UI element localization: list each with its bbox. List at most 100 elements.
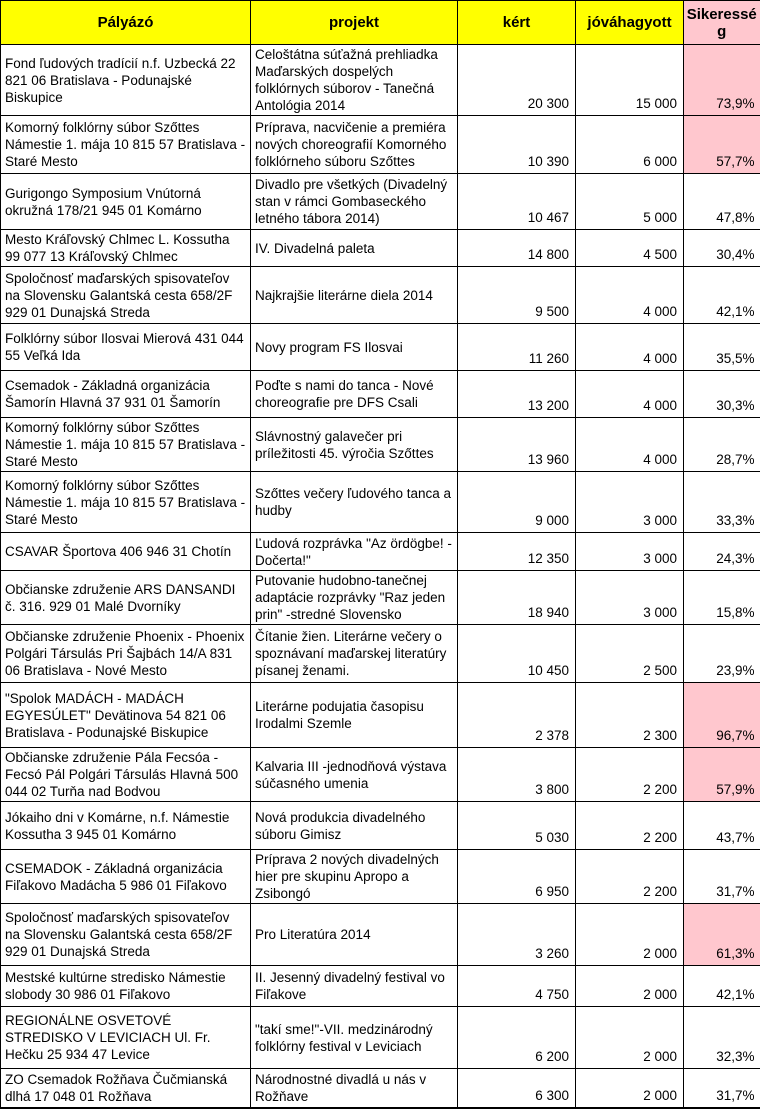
cell-jovahagyott[interactable]: 4 000: [576, 324, 684, 371]
cell-projekt[interactable]: Poďte s nami do tanca - Nové choreografi…: [251, 371, 458, 418]
col-header-jovahagyott[interactable]: jóváhagyott: [576, 1, 684, 45]
cell-jovahagyott[interactable]: 2 200: [576, 748, 684, 802]
cell-jovahagyott[interactable]: 3 000: [576, 472, 684, 533]
cell-jovahagyott[interactable]: 2 000: [576, 1069, 684, 1108]
cell-jovahagyott[interactable]: 5 000: [576, 174, 684, 230]
cell-kert[interactable]: 12 350: [458, 533, 576, 571]
cell-sikeresseg[interactable]: 42,1%: [684, 966, 760, 1007]
cell-palyazo[interactable]: Spoločnosť maďarských spisovateľov na Sl…: [1, 904, 251, 966]
cell-sikeresseg[interactable]: 30,4%: [684, 230, 760, 267]
cell-sikeresseg[interactable]: 61,3%: [684, 904, 760, 966]
cell-palyazo[interactable]: Spoločnosť maďarských spisovateľov na Sl…: [1, 267, 251, 324]
cell-sikeresseg[interactable]: 47,8%: [684, 174, 760, 230]
cell-sikeresseg[interactable]: 15,8%: [684, 571, 760, 625]
cell-projekt[interactable]: Pro Literatúra 2014: [251, 904, 458, 966]
cell-kert[interactable]: 18 940: [458, 571, 576, 625]
cell-kert[interactable]: 6 300: [458, 1069, 576, 1108]
cell-palyazo[interactable]: "Spolok MADÁCH - MADÁCH EGYESÚLET" Devät…: [1, 683, 251, 748]
cell-projekt[interactable]: Putovanie hudobno-tanečnej adaptácie roz…: [251, 571, 458, 625]
col-header-kert[interactable]: kért: [458, 1, 576, 45]
cell-sikeresseg[interactable]: 23,9%: [684, 625, 760, 683]
cell-projekt[interactable]: Nová produkcia divadelného súboru Gimisz: [251, 802, 458, 850]
cell-palyazo[interactable]: Gurigongo Symposium Vnútorná okružná 178…: [1, 174, 251, 230]
cell-jovahagyott[interactable]: 3 000: [576, 533, 684, 571]
cell-sikeresseg[interactable]: 42,1%: [684, 267, 760, 324]
cell-jovahagyott[interactable]: 2 000: [576, 966, 684, 1007]
cell-jovahagyott[interactable]: 2 200: [576, 850, 684, 904]
cell-kert[interactable]: 10 390: [458, 116, 576, 174]
cell-sikeresseg[interactable]: 35,5%: [684, 324, 760, 371]
cell-sikeresseg[interactable]: 30,3%: [684, 371, 760, 418]
cell-projekt[interactable]: Národnostné divadlá u nás v Rožňave: [251, 1069, 458, 1108]
cell-kert[interactable]: 2 378: [458, 683, 576, 748]
cell-jovahagyott[interactable]: 6 000: [576, 116, 684, 174]
cell-projekt[interactable]: II. Jesenný divadelný festival vo Fiľako…: [251, 966, 458, 1007]
cell-jovahagyott[interactable]: 15 000: [576, 45, 684, 116]
cell-jovahagyott[interactable]: 4 000: [576, 418, 684, 472]
cell-projekt[interactable]: Kalvaria III -jednodňová výstava súčasné…: [251, 748, 458, 802]
cell-sikeresseg[interactable]: 33,3%: [684, 472, 760, 533]
cell-jovahagyott[interactable]: 2 000: [576, 904, 684, 966]
cell-sikeresseg[interactable]: 96,7%: [684, 683, 760, 748]
cell-palyazo[interactable]: Komorný folklórny súbor Szőttes Námestie…: [1, 116, 251, 174]
cell-palyazo[interactable]: Jókaiho dni v Komárne, n.f. Námestie Kos…: [1, 802, 251, 850]
cell-kert[interactable]: 14 800: [458, 230, 576, 267]
cell-jovahagyott[interactable]: 2 000: [576, 1007, 684, 1069]
cell-sikeresseg[interactable]: 31,7%: [684, 850, 760, 904]
cell-kert[interactable]: 9 500: [458, 267, 576, 324]
cell-palyazo[interactable]: CSEMADOK - Základná organizácia Fiľakovo…: [1, 850, 251, 904]
cell-kert[interactable]: 20 300: [458, 45, 576, 116]
cell-kert[interactable]: 10 467: [458, 174, 576, 230]
cell-projekt[interactable]: Príprava, nacvičenie a premiéra nových c…: [251, 116, 458, 174]
cell-sikeresseg[interactable]: 28,7%: [684, 418, 760, 472]
cell-projekt[interactable]: Celoštátna súťažná prehliadka Maďarských…: [251, 45, 458, 116]
cell-kert[interactable]: 11 260: [458, 324, 576, 371]
cell-kert[interactable]: 10 450: [458, 625, 576, 683]
cell-kert[interactable]: 4 750: [458, 966, 576, 1007]
cell-palyazo[interactable]: Csemadok - Základná organizácia Šamorín …: [1, 371, 251, 418]
cell-palyazo[interactable]: Občianske združenie ARS DANSANDI č. 316.…: [1, 571, 251, 625]
cell-projekt[interactable]: Čítanie žien. Literárne večery o spoznáv…: [251, 625, 458, 683]
cell-projekt[interactable]: Literárne podujatia časopisu Irodalmi Sz…: [251, 683, 458, 748]
cell-projekt[interactable]: IV. Divadelná paleta: [251, 230, 458, 267]
cell-projekt[interactable]: Slávnostný galavečer pri príležitosti 45…: [251, 418, 458, 472]
cell-kert[interactable]: 5 030: [458, 802, 576, 850]
cell-palyazo[interactable]: Mesto Kráľovský Chlmec L. Kossutha 99 07…: [1, 230, 251, 267]
cell-sikeresseg[interactable]: 57,9%: [684, 748, 760, 802]
cell-jovahagyott[interactable]: 4 000: [576, 371, 684, 418]
cell-jovahagyott[interactable]: 3 000: [576, 571, 684, 625]
cell-jovahagyott[interactable]: 4 000: [576, 267, 684, 324]
cell-palyazo[interactable]: Mestské kultúrne stredisko Námestie slob…: [1, 966, 251, 1007]
cell-palyazo[interactable]: Fond ľudových tradícií n.f. Uzbecká 22 8…: [1, 45, 251, 116]
cell-kert[interactable]: 3 260: [458, 904, 576, 966]
cell-projekt[interactable]: Príprava 2 nových divadelných hier pre s…: [251, 850, 458, 904]
cell-sikeresseg[interactable]: 43,7%: [684, 802, 760, 850]
cell-projekt[interactable]: "takí sme!"-VII. medzinárodný folklórny …: [251, 1007, 458, 1069]
cell-palyazo[interactable]: Komorný folklórny súbor Szőttes Námestie…: [1, 418, 251, 472]
cell-projekt[interactable]: Najkrajšie literárne diela 2014: [251, 267, 458, 324]
cell-jovahagyott[interactable]: 2 300: [576, 683, 684, 748]
cell-jovahagyott[interactable]: 2 500: [576, 625, 684, 683]
cell-sikeresseg[interactable]: 32,3%: [684, 1007, 760, 1069]
cell-kert[interactable]: 13 960: [458, 418, 576, 472]
cell-projekt[interactable]: Novy program FS Ilosvai: [251, 324, 458, 371]
cell-sikeresseg[interactable]: 31,7%: [684, 1069, 760, 1108]
cell-kert[interactable]: 13 200: [458, 371, 576, 418]
cell-kert[interactable]: 9 000: [458, 472, 576, 533]
cell-kert[interactable]: 3 800: [458, 748, 576, 802]
cell-sikeresseg[interactable]: 73,9%: [684, 45, 760, 116]
cell-palyazo[interactable]: REGIONÁLNE OSVETOVÉ STREDISKO V LEVICIAC…: [1, 1007, 251, 1069]
cell-palyazo[interactable]: Občianske združenie Pála Fecsóa - Fecsó …: [1, 748, 251, 802]
cell-sikeresseg[interactable]: 57,7%: [684, 116, 760, 174]
cell-palyazo[interactable]: Folklórny súbor Ilosvai Mierová 431 044 …: [1, 324, 251, 371]
cell-palyazo[interactable]: CSAVAR Športova 406 946 31 Chotín: [1, 533, 251, 571]
cell-palyazo[interactable]: Komorný folklórny súbor Szőttes Námestie…: [1, 472, 251, 533]
cell-kert[interactable]: 6 200: [458, 1007, 576, 1069]
cell-jovahagyott[interactable]: 2 200: [576, 802, 684, 850]
col-header-palyazo[interactable]: Pályázó: [1, 1, 251, 45]
cell-palyazo[interactable]: ZO Csemadok Rožňava Čučmianská dlhá 17 0…: [1, 1069, 251, 1108]
cell-projekt[interactable]: Divadlo pre všetkých (Divadelný stan v r…: [251, 174, 458, 230]
col-header-projekt[interactable]: projekt: [251, 1, 458, 45]
cell-projekt[interactable]: Ľudová rozprávka "Az ördögbe! - Dočerta!…: [251, 533, 458, 571]
cell-kert[interactable]: 6 950: [458, 850, 576, 904]
